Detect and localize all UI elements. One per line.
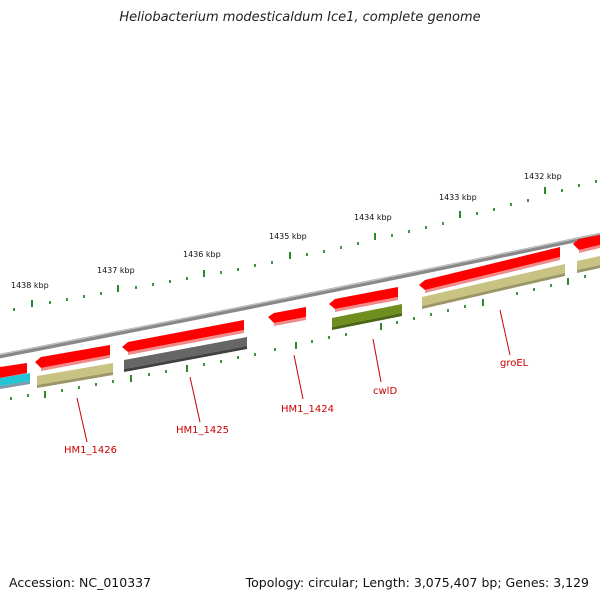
- outer-tick-ring: [13, 180, 597, 311]
- kbp-label-1432: 1432 kbp: [524, 172, 562, 181]
- gene-arrow-forward[interactable]: [329, 287, 398, 309]
- kbp-scale-labels: 1438 kbp 1437 kbp 1436 kbp 1435 kbp 1434…: [11, 172, 562, 290]
- kbp-label-1434: 1434 kbp: [354, 213, 392, 222]
- gene-label-cwld[interactable]: cwlD: [373, 386, 397, 397]
- gene-category-unknown[interactable]: [124, 337, 247, 369]
- forward-strand-genes: [0, 235, 600, 381]
- kbp-label-1435: 1435 kbp: [269, 232, 307, 241]
- gene-arrow-forward[interactable]: [573, 235, 600, 250]
- map-title: Heliobacterium modesticaldum Ice1, compl…: [119, 10, 481, 25]
- kbp-label-1438: 1438 kbp: [11, 281, 49, 290]
- gene-label-hm1-1426[interactable]: HM1_1426: [64, 445, 117, 456]
- gene-label-leaders: [76, 309, 511, 443]
- gene-arrow-forward[interactable]: [268, 307, 306, 323]
- genome-summary-text: Topology: circular; Length: 3,075,407 bp…: [245, 575, 589, 590]
- gene-category-other[interactable]: [0, 373, 30, 386]
- gene-category-hypothetical[interactable]: [37, 363, 113, 385]
- gene-category-hypothetical[interactable]: [422, 264, 565, 306]
- gene-label-hm1-1424[interactable]: HM1_1424: [281, 404, 334, 415]
- kbp-label-1433: 1433 kbp: [439, 193, 477, 202]
- gene-label-groel[interactable]: groEL: [500, 358, 529, 369]
- gene-arrow-forward[interactable]: [122, 320, 244, 352]
- kbp-label-1436: 1436 kbp: [183, 250, 221, 259]
- kbp-label-1437: 1437 kbp: [97, 266, 135, 275]
- gene-labels: HM1_1426 HM1_1425 HM1_1424 cwlD groEL: [64, 358, 529, 456]
- gene-category-cell-wall[interactable]: [332, 304, 402, 327]
- genome-backbone: [0, 232, 600, 359]
- gene-category-hypothetical[interactable]: [577, 256, 600, 270]
- gene-arrow-forward[interactable]: [35, 345, 110, 368]
- genome-backbone-highlight: [0, 232, 600, 356]
- gene-label-hm1-1425[interactable]: HM1_1425: [176, 425, 229, 436]
- gene-arrow-forward[interactable]: [419, 247, 560, 290]
- category-strand-genes: [0, 256, 600, 389]
- accession-text: Accession: NC_010337: [9, 575, 152, 590]
- inner-tick-ring: [10, 275, 586, 400]
